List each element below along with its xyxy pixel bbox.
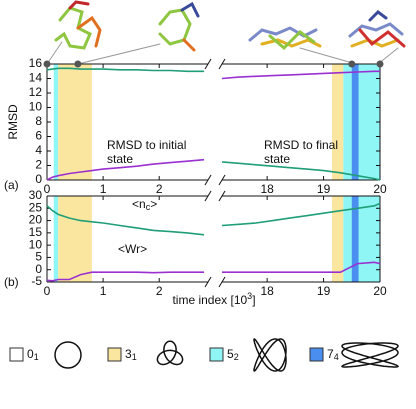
y-tick-label: 14 xyxy=(29,71,43,85)
legend-swatch xyxy=(209,347,224,362)
series-label-text: <n xyxy=(132,197,146,211)
x-tick-label: 19 xyxy=(317,284,331,298)
knot-region xyxy=(332,196,344,282)
y-tick-label: 16 xyxy=(29,56,43,70)
series-label: <Wr> xyxy=(118,242,147,256)
y-tick-label: 25 xyxy=(29,200,43,214)
knot-icon xyxy=(156,340,184,366)
legend-label: 01 xyxy=(27,347,39,362)
legend-label-sub: 2 xyxy=(234,352,239,362)
snapshot-dot xyxy=(43,60,51,68)
series-label: RMSD to initial state xyxy=(107,138,187,166)
knot-icon xyxy=(253,338,287,372)
legend-swatch xyxy=(9,347,24,362)
legend-label-sub: 1 xyxy=(132,352,137,362)
legend-label: 74 xyxy=(327,347,339,362)
series-label-sub: c xyxy=(146,202,151,212)
y-tick-label: 2 xyxy=(35,158,42,172)
series-line xyxy=(46,67,381,181)
axis-break xyxy=(204,58,212,70)
y-tick-label: 4 xyxy=(35,143,42,157)
knot-region xyxy=(351,196,359,282)
knot-region xyxy=(332,64,344,180)
x-tick-label: 0 xyxy=(44,284,51,298)
panel-label: (a) xyxy=(4,178,19,192)
axis-break xyxy=(218,58,226,70)
series-label: RMSD to final state xyxy=(264,138,339,166)
snapshot-dot xyxy=(74,60,82,68)
y-tick-label: 8 xyxy=(35,114,42,128)
y-tick-label: -5 xyxy=(31,274,42,288)
knot-region xyxy=(53,196,59,282)
legend-label-sub: 4 xyxy=(334,352,339,362)
legend-label-text: 0 xyxy=(27,347,34,361)
y-tick-label: 0 xyxy=(35,262,42,276)
knot-icon xyxy=(54,341,82,369)
y-tick-label: 20 xyxy=(29,213,43,227)
legend-label-text: 5 xyxy=(227,347,234,361)
x-tick-label: 2 xyxy=(156,284,163,298)
x-tick-label: 20 xyxy=(373,284,387,298)
series-label: <nc> xyxy=(132,197,157,212)
x-tick-label: 1 xyxy=(100,182,107,196)
y-tick-label: 12 xyxy=(29,85,43,99)
series-label-end: > xyxy=(150,197,157,211)
y-tick-label: 15 xyxy=(29,225,43,239)
knot-icon xyxy=(341,342,399,368)
x-tick-label: 2 xyxy=(156,182,163,196)
knot-region xyxy=(53,64,59,180)
y-axis-label: RMSD xyxy=(6,104,20,140)
snapshot-dot xyxy=(376,60,384,68)
x-axis-label-text: time index [10 xyxy=(172,293,247,307)
y-tick-label: 0 xyxy=(35,172,42,186)
y-tick-label: 30 xyxy=(29,188,43,202)
series-line xyxy=(46,261,381,282)
legend-swatch xyxy=(309,347,324,362)
axis-break xyxy=(218,190,226,202)
series-line xyxy=(46,70,380,181)
x-tick-label: 20 xyxy=(373,182,387,196)
knot-region xyxy=(343,64,380,180)
axis-break xyxy=(204,174,212,186)
x-axis-label-end: ] xyxy=(252,293,255,307)
y-tick-label: 5 xyxy=(35,250,42,264)
x-axis-label-sup: 3 xyxy=(247,291,252,301)
y-tick-label: 10 xyxy=(29,237,43,251)
series-line xyxy=(46,202,381,236)
x-tick-label: 0 xyxy=(44,182,51,196)
legend-label-text: 7 xyxy=(327,347,334,361)
protein-snapshots xyxy=(46,0,406,65)
axis-break xyxy=(204,276,212,288)
legend-label: 52 xyxy=(227,347,239,362)
axis-break xyxy=(204,190,212,202)
legend-label: 31 xyxy=(125,347,137,362)
axis-break xyxy=(218,174,226,186)
legend-label-sub: 1 xyxy=(34,352,39,362)
knot-region xyxy=(58,64,92,180)
knot-region xyxy=(351,64,359,180)
axis-break xyxy=(218,276,226,288)
x-tick-label: 19 xyxy=(317,182,331,196)
x-tick-label: 18 xyxy=(260,182,274,196)
legend-swatch xyxy=(107,347,122,362)
y-tick-label: 10 xyxy=(29,100,43,114)
knot-icons xyxy=(54,338,399,372)
y-tick-label: 6 xyxy=(35,129,42,143)
knot-region xyxy=(58,196,92,282)
x-tick-label: 1 xyxy=(100,284,107,298)
panel-label: (b) xyxy=(4,275,19,289)
legend-label-text: 3 xyxy=(125,347,132,361)
x-tick-label: 18 xyxy=(260,284,274,298)
snapshot-dot xyxy=(348,60,356,68)
x-axis-label: time index [103] xyxy=(172,291,255,307)
